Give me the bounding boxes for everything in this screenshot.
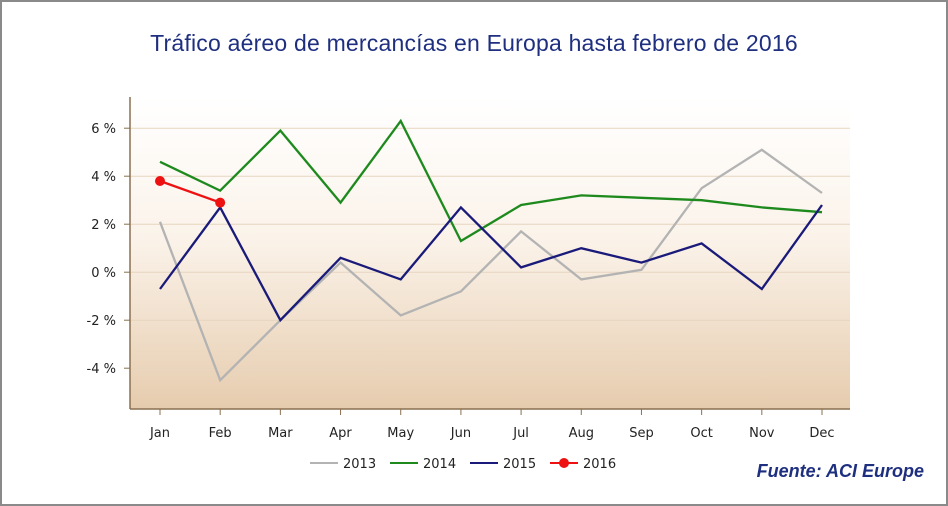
plot-background — [130, 97, 850, 409]
x-tick-label: Nov — [749, 426, 775, 441]
source-note: Fuente: ACI Europe — [756, 461, 924, 481]
series-line-2013 — [158, 148, 823, 383]
data-point-2016 — [215, 197, 226, 208]
x-tick-label: Mar — [268, 426, 293, 441]
y-tick-label: -4 % — [87, 362, 116, 377]
series-line-2015 — [159, 204, 823, 323]
x-tick-label: Apr — [329, 426, 352, 441]
y-tick-label: 6 % — [91, 122, 116, 137]
x-tick-label: Jun — [450, 426, 471, 441]
x-tick-label: Jul — [512, 426, 529, 441]
legend-label-2014: 2014 — [423, 457, 456, 472]
legend-label-2013: 2013 — [343, 457, 376, 472]
legend-label-2016: 2016 — [583, 457, 616, 472]
data-point-2016 — [155, 176, 165, 186]
series-line-2014 — [159, 118, 823, 243]
y-tick-label: -2 % — [87, 314, 116, 329]
legend-marker-2016 — [559, 458, 569, 468]
x-tick-label: Oct — [690, 426, 712, 441]
chart-title: Tráfico aéreo de mercancías en Europa ha… — [150, 30, 798, 56]
x-tick-label: Jan — [149, 426, 170, 441]
x-tick-label: Feb — [209, 426, 232, 441]
legend-label-2015: 2015 — [503, 457, 536, 472]
y-tick-label: 2 % — [91, 218, 116, 233]
x-tick-label: Sep — [629, 426, 654, 441]
x-tick-label: Dec — [809, 426, 834, 441]
y-tick-label: 0 % — [91, 266, 116, 281]
x-tick-label: May — [387, 426, 414, 441]
x-tick-label: Aug — [569, 426, 594, 441]
series-line-2016 — [159, 179, 221, 204]
y-tick-label: 4 % — [91, 170, 116, 185]
